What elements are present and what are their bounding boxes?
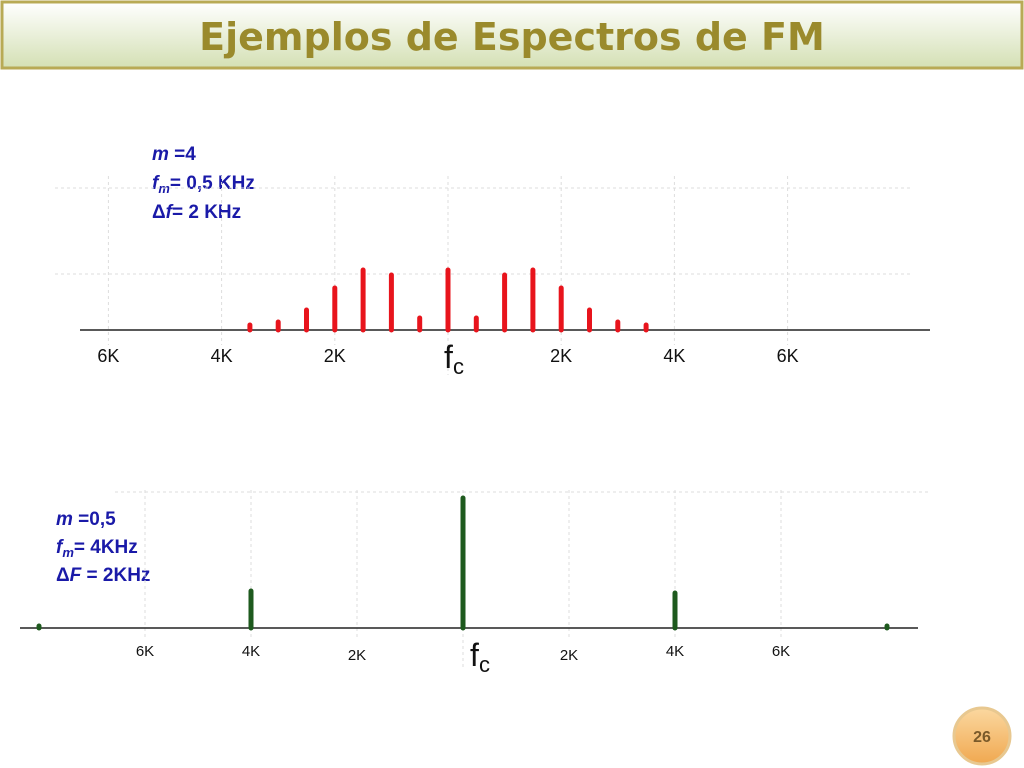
tick-label: 2K bbox=[348, 647, 366, 664]
carrier-label: fc bbox=[470, 637, 490, 677]
tick-label: 4K bbox=[666, 643, 684, 660]
carrier-f: f bbox=[470, 637, 479, 673]
carrier-sub: c bbox=[479, 652, 490, 677]
tick-label: 4K bbox=[663, 346, 685, 366]
param-line: m =4 bbox=[152, 144, 196, 165]
tick-label: 6K bbox=[772, 643, 790, 660]
param-line: m =0,5 bbox=[56, 509, 116, 530]
tick-label: 2K bbox=[550, 346, 572, 366]
tick-label: 2K bbox=[324, 346, 346, 366]
carrier-f: f bbox=[444, 339, 453, 375]
carrier-sub: c bbox=[453, 354, 464, 379]
params: m =4 fm= 0,5 KHz Δf= 2 KHz bbox=[152, 144, 255, 223]
page-number: 26 bbox=[973, 729, 991, 746]
tick-label: 6K bbox=[97, 346, 119, 366]
carrier-label: fc bbox=[444, 339, 464, 379]
param-line: fm= 4KHz bbox=[56, 537, 138, 560]
title-box bbox=[0, 0, 1024, 70]
tick-label: 4K bbox=[211, 346, 233, 366]
tick-label: 2K bbox=[560, 647, 578, 664]
tick-label: 6K bbox=[777, 346, 799, 366]
page-badge bbox=[952, 706, 1012, 766]
param-line: fm= 0,5 KHz bbox=[152, 173, 255, 196]
title: Ejemplos de Espectros de FM bbox=[199, 15, 825, 59]
tick-label: 6K bbox=[136, 643, 154, 660]
param-line: ΔF = 2KHz bbox=[56, 565, 150, 586]
tick-label: 4K bbox=[242, 643, 260, 660]
param-line: Δf= 2 KHz bbox=[152, 202, 241, 223]
params: m =0,5 fm= 4KHz ΔF = 2KHz bbox=[56, 509, 150, 586]
